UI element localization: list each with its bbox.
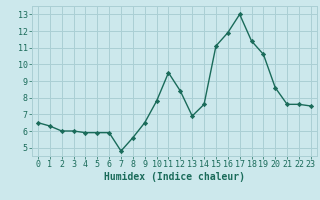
X-axis label: Humidex (Indice chaleur): Humidex (Indice chaleur) [104, 172, 245, 182]
